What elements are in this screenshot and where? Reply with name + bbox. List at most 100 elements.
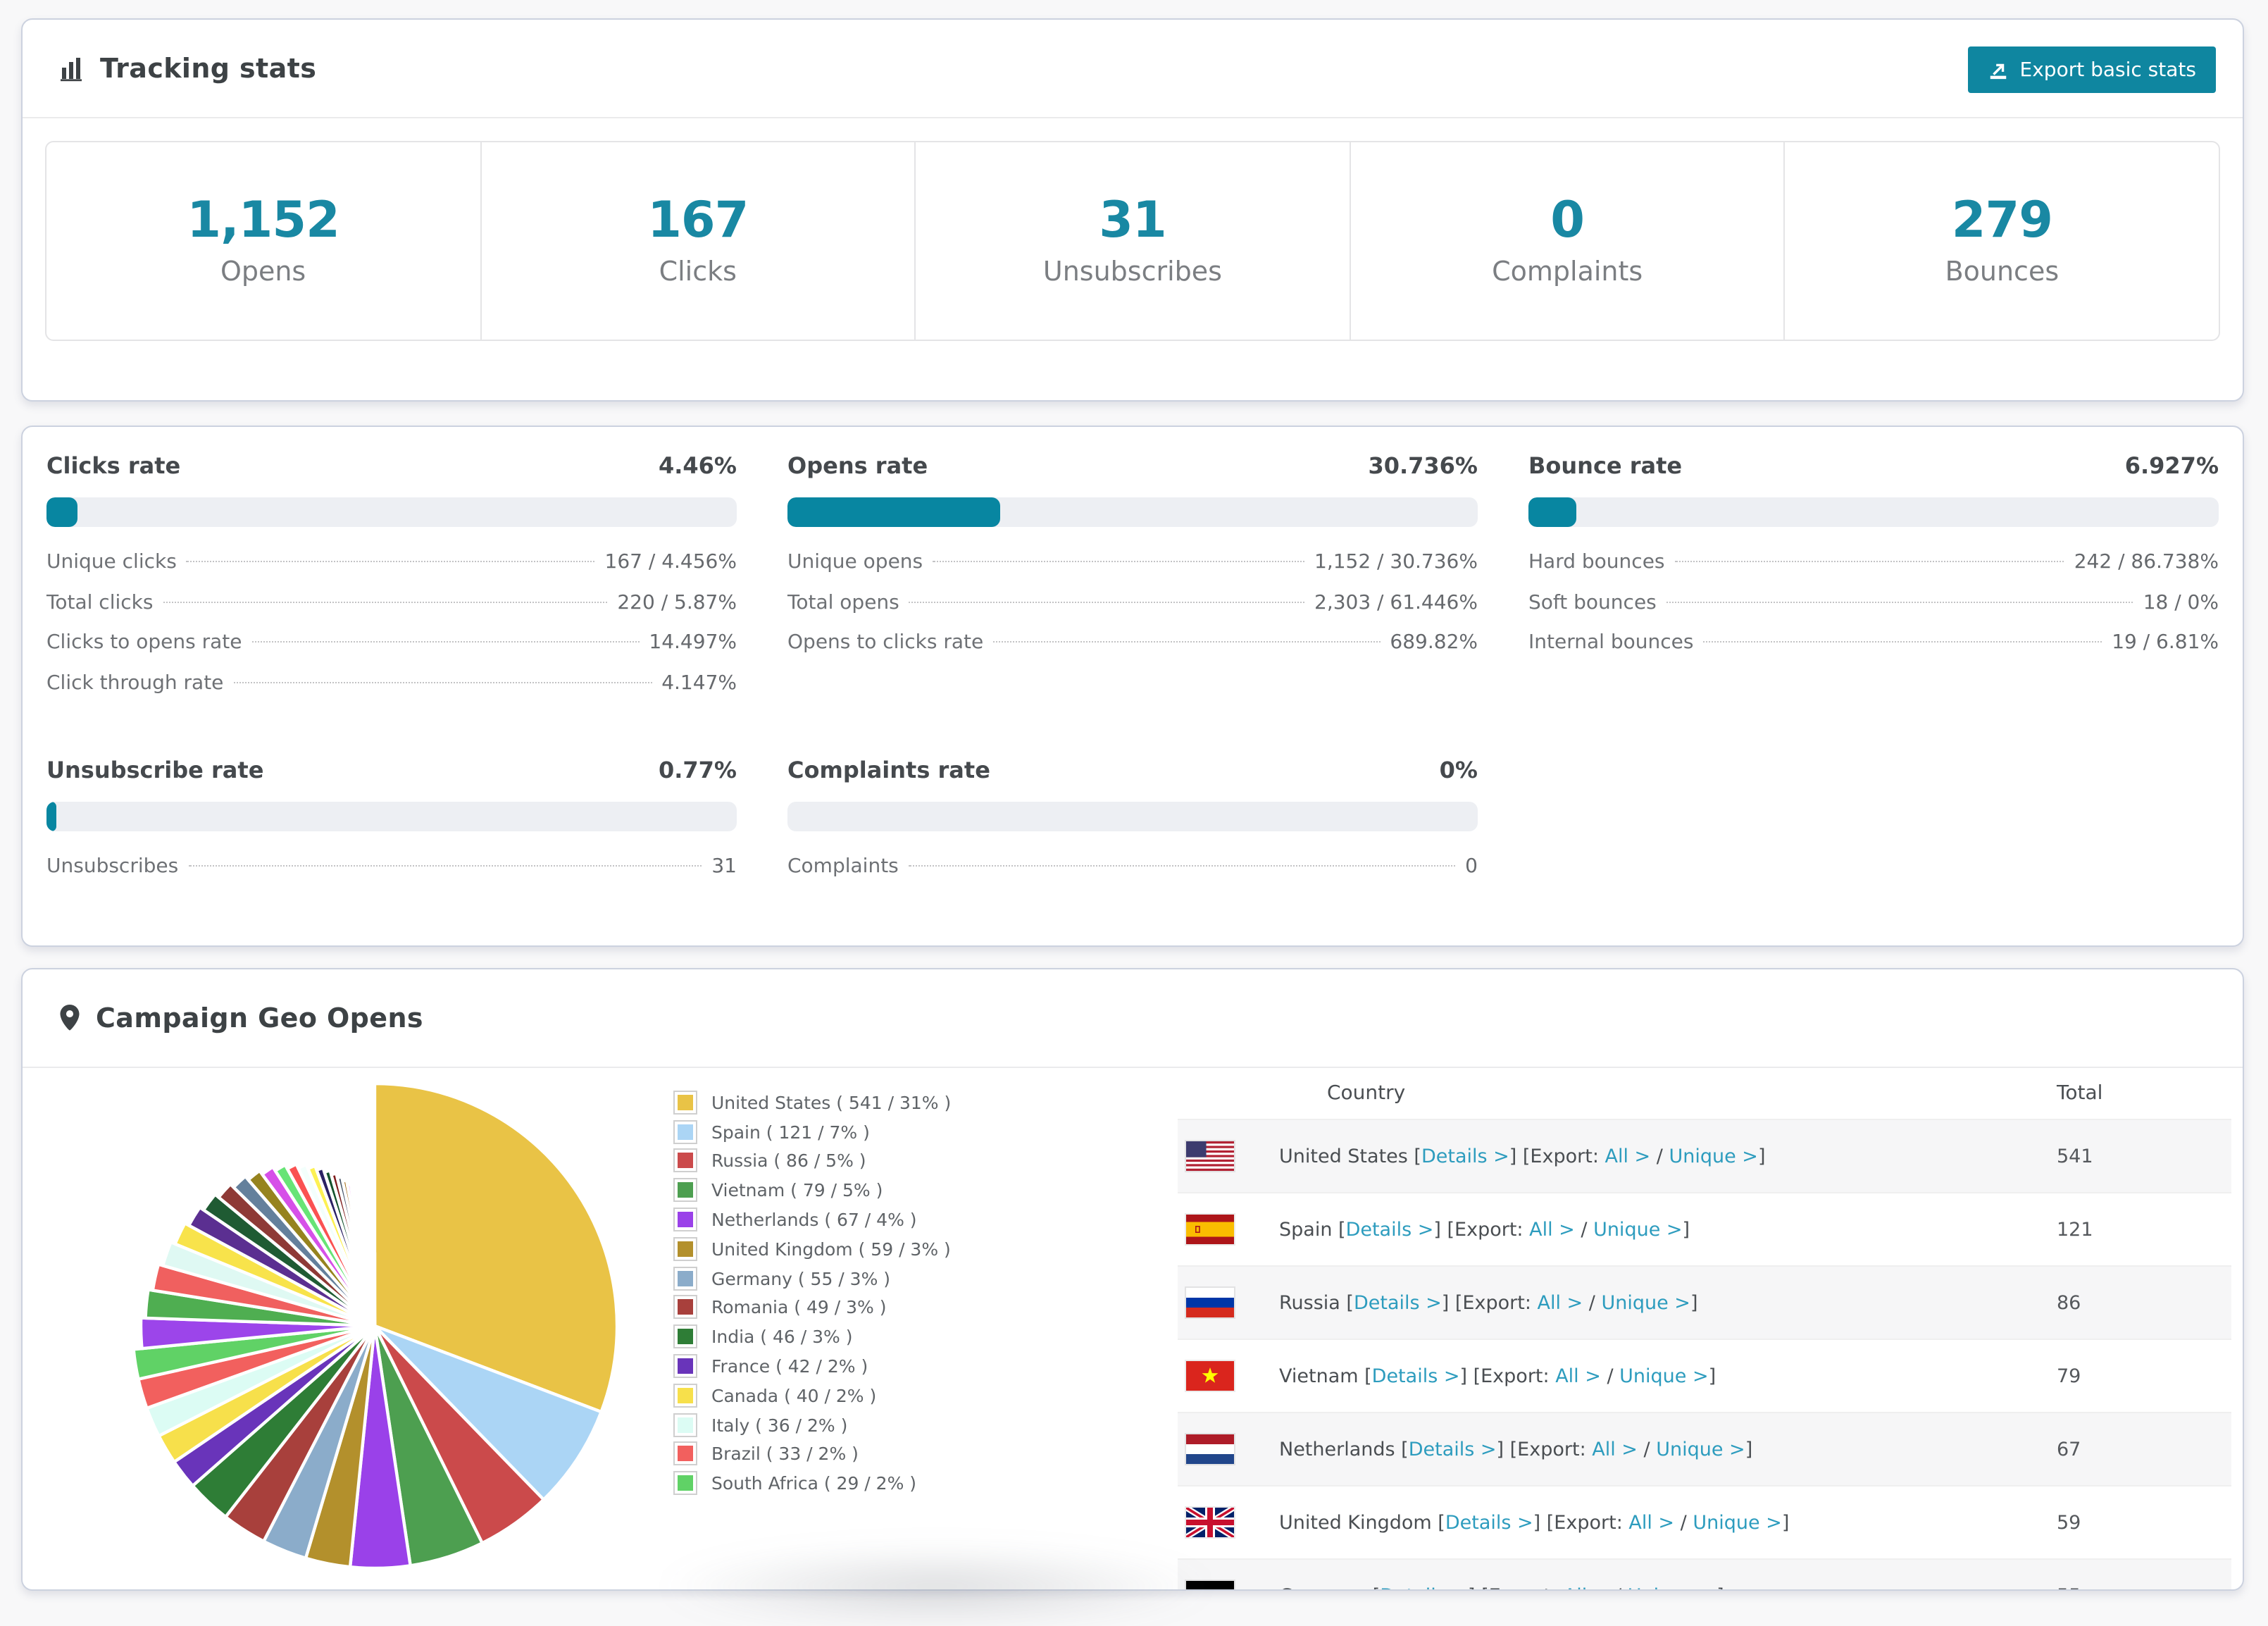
rate-detail-label: Unsubscribes xyxy=(46,855,178,878)
export-unique-link[interactable]: Unique > xyxy=(1628,1584,1716,1591)
legend-item: Italy ( 36 / 2% ) xyxy=(673,1410,951,1440)
rate-detail-value: 167 / 4.456% xyxy=(605,551,737,573)
legend-label: France ( 42 / 2% ) xyxy=(711,1355,868,1377)
rate-progress-fill xyxy=(787,497,999,527)
rate-detail-label: Soft bounces xyxy=(1528,591,1657,614)
export-unique-link[interactable]: Unique > xyxy=(1601,1291,1690,1314)
geo-country-cell: United States [Details >] [Export: All >… xyxy=(1279,1145,1766,1167)
legend-item: United States ( 541 / 31% ) xyxy=(673,1088,951,1117)
rate-progress-bar xyxy=(46,497,737,527)
dotted-leader xyxy=(933,561,1304,562)
rate-detail-label: Complaints xyxy=(787,855,899,878)
dotted-leader xyxy=(1675,561,2064,562)
stat-value: 279 xyxy=(1952,194,2052,249)
export-all-link[interactable]: All > xyxy=(1592,1438,1638,1460)
geo-total-cell: 67 xyxy=(2057,1438,2081,1460)
nl-flag-icon xyxy=(1186,1434,1234,1464)
legend-label: Canada ( 40 / 2% ) xyxy=(711,1385,876,1406)
bottom-shadow xyxy=(655,1547,1219,1626)
tracking-stats-title-text: Tracking stats xyxy=(100,53,316,84)
export-all-link[interactable]: All > xyxy=(1628,1511,1674,1534)
legend-item: Vietnam ( 79 / 5% ) xyxy=(673,1176,951,1205)
dotted-leader xyxy=(233,681,652,683)
export-all-link[interactable]: All > xyxy=(1564,1584,1609,1591)
details-link[interactable]: Details > xyxy=(1409,1438,1497,1460)
legend-label: Vietnam ( 79 / 5% ) xyxy=(711,1180,883,1201)
table-row: United States [Details >] [Export: All >… xyxy=(1178,1119,2231,1192)
details-link[interactable]: Details > xyxy=(1354,1291,1442,1314)
legend-swatch xyxy=(673,1472,697,1496)
rate-detail-label: Clicks to opens rate xyxy=(46,631,242,654)
details-link[interactable]: Details > xyxy=(1346,1218,1434,1241)
vn-flag-icon xyxy=(1186,1361,1234,1391)
details-link[interactable]: Details > xyxy=(1372,1365,1460,1387)
legend-item: India ( 46 / 3% ) xyxy=(673,1322,951,1352)
legend-item: Netherlands ( 67 / 4% ) xyxy=(673,1205,951,1234)
rate-detail-label: Click through rate xyxy=(46,671,223,694)
dotted-leader xyxy=(188,865,702,867)
export-unique-link[interactable]: Unique > xyxy=(1593,1218,1682,1241)
geo-table-header-total: Total xyxy=(2057,1081,2102,1104)
legend-label: India ( 46 / 3% ) xyxy=(711,1327,853,1348)
export-basic-stats-label: Export basic stats xyxy=(2020,58,2196,81)
map-pin-icon xyxy=(59,1005,80,1031)
export-basic-stats-button[interactable]: Export basic stats xyxy=(1968,46,2216,93)
rate-detail-value: 31 xyxy=(711,855,737,878)
legend-item: Russia ( 86 / 5% ) xyxy=(673,1146,951,1176)
export-all-link[interactable]: All > xyxy=(1538,1291,1583,1314)
geo-total-cell: 59 xyxy=(2057,1511,2081,1534)
legend-label: United Kingdom ( 59 / 3% ) xyxy=(711,1239,951,1260)
legend-item: Spain ( 121 / 7% ) xyxy=(673,1117,951,1147)
export-unique-link[interactable]: Unique > xyxy=(1619,1365,1708,1387)
legend-swatch xyxy=(673,1413,697,1436)
es-flag-icon xyxy=(1186,1215,1234,1244)
export-unique-link[interactable]: Unique > xyxy=(1693,1511,1781,1534)
stat-label: Clicks xyxy=(659,257,737,288)
rate-detail-value: 242 / 86.738% xyxy=(2074,551,2219,573)
rate-detail-label: Opens to clicks rate xyxy=(787,631,983,654)
rate-progress-fill xyxy=(1528,497,1576,527)
export-unique-link[interactable]: Unique > xyxy=(1669,1145,1757,1167)
legend-swatch xyxy=(673,1237,697,1261)
table-row: Russia [Details >] [Export: All > / Uniq… xyxy=(1178,1265,2231,1339)
legend-label: Spain ( 121 / 7% ) xyxy=(711,1121,870,1142)
legend-label: Brazil ( 33 / 2% ) xyxy=(711,1444,859,1465)
dotted-leader xyxy=(909,601,1304,602)
export-unique-link[interactable]: Unique > xyxy=(1656,1438,1745,1460)
details-link[interactable]: Details > xyxy=(1380,1584,1468,1591)
legend-swatch xyxy=(673,1119,697,1143)
us-flag-icon xyxy=(1186,1141,1234,1171)
export-all-link[interactable]: All > xyxy=(1605,1145,1651,1167)
geo-table-header-country: Country xyxy=(1178,1081,1405,1104)
table-row: Netherlands [Details >] [Export: All > /… xyxy=(1178,1412,2231,1485)
export-all-link[interactable]: All > xyxy=(1529,1218,1575,1241)
legend-item: Brazil ( 33 / 2% ) xyxy=(673,1439,951,1469)
legend-label: Italy ( 36 / 2% ) xyxy=(711,1414,847,1435)
campaign-geo-opens-card: Campaign Geo Opens United States ( 541 /… xyxy=(21,968,2244,1591)
dotted-leader xyxy=(909,865,1455,867)
details-link[interactable]: Details > xyxy=(1445,1511,1533,1534)
legend-label: Germany ( 55 / 3% ) xyxy=(711,1267,890,1289)
export-all-link[interactable]: All > xyxy=(1555,1365,1601,1387)
legend-swatch xyxy=(673,1442,697,1466)
rate-value: 0.77% xyxy=(659,757,737,783)
stat-label: Complaints xyxy=(1492,257,1643,288)
stat-label: Opens xyxy=(220,257,306,288)
campaign-geo-opens-header: Campaign Geo Opens xyxy=(23,969,2243,1068)
campaign-geo-opens-title: Campaign Geo Opens xyxy=(59,1003,423,1034)
details-link[interactable]: Details > xyxy=(1421,1145,1509,1167)
